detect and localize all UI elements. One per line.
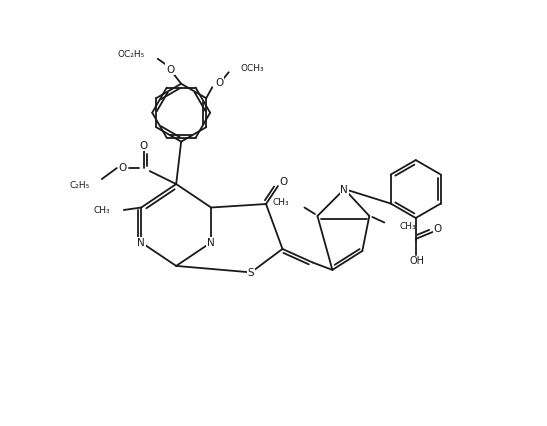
Text: S: S — [248, 268, 254, 278]
Text: CH₃: CH₃ — [399, 222, 416, 231]
Text: O: O — [434, 224, 442, 233]
Text: OCH₃: OCH₃ — [240, 63, 264, 72]
Text: CH₃: CH₃ — [273, 197, 289, 206]
Text: CH₃: CH₃ — [94, 205, 110, 214]
Text: N: N — [137, 238, 145, 248]
Text: N: N — [340, 184, 348, 195]
Text: OC₂H₅: OC₂H₅ — [118, 50, 145, 59]
Text: O: O — [139, 141, 148, 151]
Text: N: N — [207, 238, 215, 248]
Text: OH: OH — [409, 255, 424, 265]
Text: O: O — [280, 177, 288, 187]
Text: O: O — [215, 78, 223, 88]
Text: O: O — [166, 65, 174, 75]
Text: C₂H₅: C₂H₅ — [69, 180, 89, 189]
Text: O: O — [119, 163, 127, 173]
